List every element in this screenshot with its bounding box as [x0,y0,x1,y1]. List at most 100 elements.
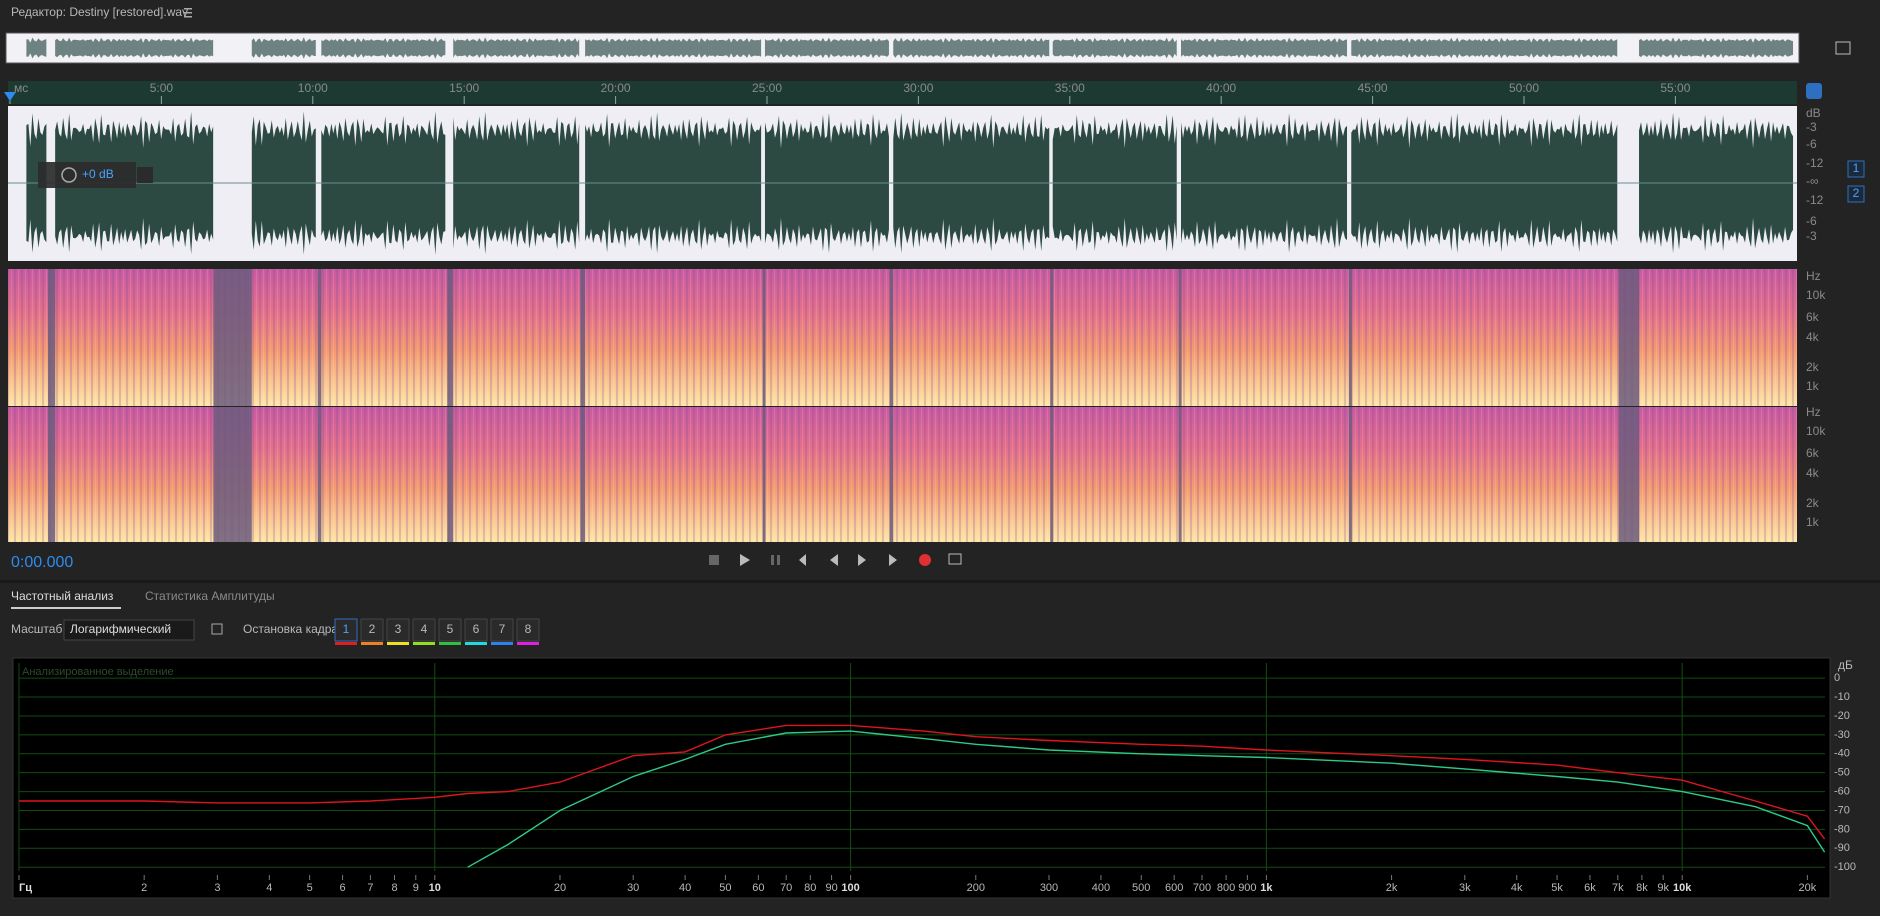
view-icon[interactable] [1835,41,1851,55]
overview-segment [893,37,1050,59]
overview-segment [1351,37,1618,59]
pin-button[interactable] [137,167,153,183]
hz-label: 6k [1806,446,1820,460]
overview-waveform [26,37,1794,59]
gain-hud[interactable] [38,162,136,188]
overview-segment [321,37,446,59]
silence-band [47,269,56,406]
db-label: -6 [1806,137,1817,151]
play-button[interactable] [740,554,750,566]
channel-badge[interactable] [1847,185,1865,203]
x-tick-label: 2 [141,882,147,894]
y-axis-label: дБ [1838,658,1853,672]
go-start-button[interactable] [799,554,806,566]
freeze-button[interactable] [412,618,436,642]
silence-band [1618,269,1640,406]
db-label: -12 [1806,156,1824,170]
loop-button[interactable] [948,553,962,565]
scale-value: Логарифмический [70,622,171,636]
ruler-label: 55:00 [1660,81,1690,95]
channel-badge[interactable] [1847,160,1865,178]
forward-button[interactable] [858,554,866,566]
ruler-label: 15:00 [449,81,479,95]
tab[interactable]: Статистика Амплитуды [145,589,275,603]
menu-icon[interactable] [184,8,192,18]
transport-controls [709,553,962,566]
x-tick-label: 5k [1551,882,1563,894]
x-tick-label: 10 [429,882,441,894]
freeze-label: Остановка кадра: [243,622,341,636]
freeze-color [439,642,461,645]
overview-segment [1181,37,1348,59]
pause-button[interactable] [771,555,774,565]
ruler-label: 20:00 [601,81,631,95]
x-tick-label: 200 [967,882,985,894]
record-button[interactable] [919,554,931,566]
freeze-button[interactable] [386,618,410,642]
hz-label: 10k [1806,424,1826,438]
hz-label: 2k [1806,360,1820,374]
freeze-button[interactable] [464,618,488,642]
gain-value: +0 dB [82,167,114,181]
spectral-gaps [47,269,1640,542]
silence-band [317,269,322,406]
channel-label: 2 [1853,186,1860,200]
x-tick-label: 4k [1511,882,1523,894]
freeze-color [491,642,513,645]
y-tick-label: -80 [1834,823,1850,835]
x-tick-label: 3 [214,882,220,894]
x-tick-label: 70 [780,882,792,894]
gain-knob[interactable] [61,167,77,183]
monitor-button[interactable] [1806,83,1822,99]
spectrum-line [19,724,1826,840]
freeze-button[interactable] [360,618,384,642]
y-tick-label: -60 [1834,785,1850,797]
ruler-label: мс [14,81,28,95]
x-tick-label: 30 [627,882,639,894]
silence-band [1050,269,1054,406]
hz-label: 1k [1806,515,1820,529]
playhead[interactable] [4,92,16,101]
y-tick-label: -40 [1834,748,1850,760]
overview-segment [55,37,214,59]
y-tick-label: -70 [1834,804,1850,816]
silence-band [762,407,766,542]
freeze-label: 3 [395,622,402,636]
silence-band [1050,407,1054,542]
freeze-button[interactable] [438,618,462,642]
db-label: -12 [1806,193,1824,207]
x-tick-label: 3k [1459,882,1471,894]
db-label: -∞ [1806,174,1819,188]
ruler-label: 5:00 [150,81,174,95]
scale-dropdown[interactable] [63,619,195,641]
overview-segment [26,37,47,59]
freeze-button[interactable] [516,618,540,642]
freeze-color [361,642,383,645]
x-tick-label: 8k [1636,882,1648,894]
x-tick-label: 9k [1657,882,1669,894]
freeze-button[interactable] [334,618,358,642]
stop-button[interactable] [709,555,719,565]
tab-active[interactable]: Частотный анализ [11,589,114,603]
x-tick-label: 6 [339,882,345,894]
go-end-button[interactable] [889,554,897,566]
x-tick-label: 700 [1193,882,1211,894]
rewind-button[interactable] [830,554,838,566]
tab-underline [11,607,121,609]
hz-label: 2k [1806,496,1820,510]
spectrum-line [467,730,1826,868]
x-tick-label: 7k [1612,882,1624,894]
checkbox[interactable] [211,623,223,635]
time-ruler[interactable] [8,81,1797,104]
hz-label: 6k [1806,310,1820,324]
analysis-panel: Частотный анализ Статистика Амплитуды Масш… [11,589,540,645]
freeze-label: 8 [525,622,532,636]
freeze-label: 7 [499,622,506,636]
x-tick-label: 1k [1260,882,1273,894]
ruler-label: 50:00 [1509,81,1539,95]
freeze-label: 5 [447,622,454,636]
x-tick-label: 50 [719,882,731,894]
freeze-button[interactable] [490,618,514,642]
silence-band [580,407,586,542]
silence-band [47,407,56,542]
